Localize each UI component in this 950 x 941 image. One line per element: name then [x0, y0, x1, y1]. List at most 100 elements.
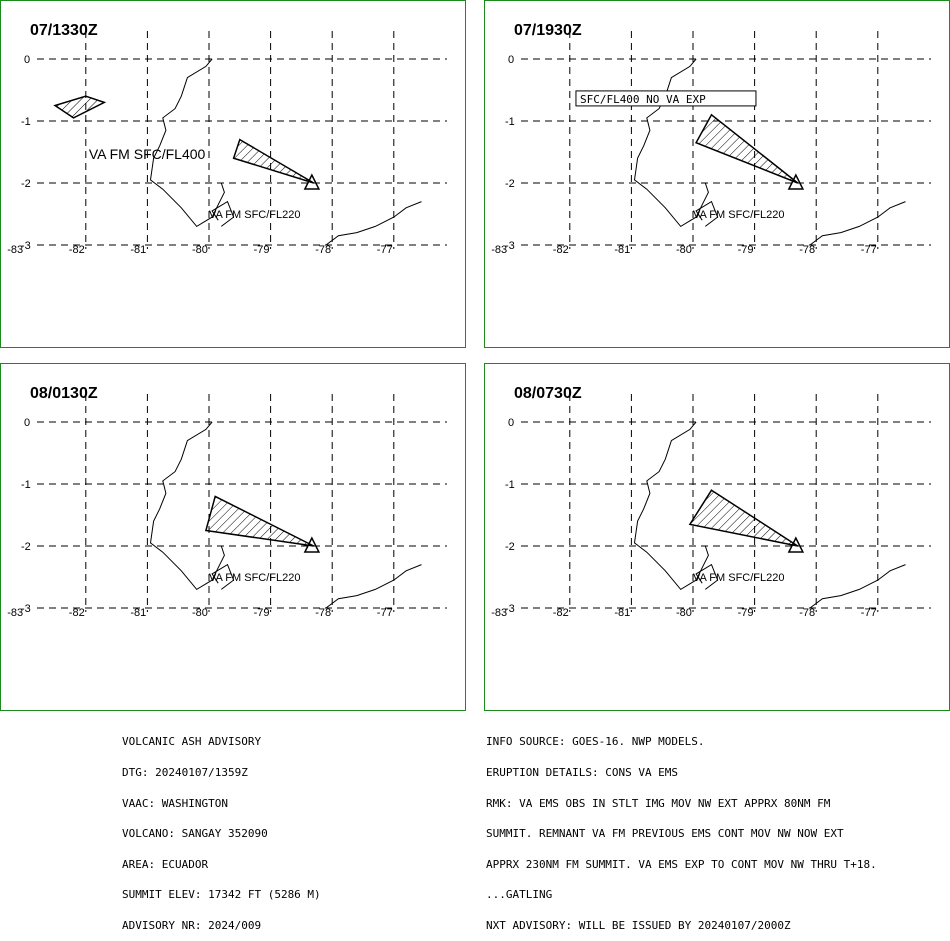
lat-tick-label: -2 [505, 178, 515, 190]
advisory-line: ADVISORY NR: 2024/009 [122, 918, 262, 932]
volcano-icon [303, 536, 321, 553]
lon-tick-label: -80 [676, 607, 692, 619]
advisory-line: SUMMIT ELEV: 17342 FT (5286 M) [122, 888, 321, 902]
lon-tick-label: -78 [315, 607, 331, 619]
lon-tick-label: -82 [69, 244, 85, 256]
coastline [325, 201, 422, 246]
advisory-line: AREA: ECUADOR [122, 857, 209, 871]
volcano-icon [787, 173, 805, 190]
advisory-line: VOLCANO: SANGAY 352090 [122, 827, 268, 841]
advisory-line: SUMMIT. REMNANT VA FM PREVIOUS EMS CONT … [486, 827, 844, 841]
coastline [325, 564, 422, 609]
lat-tick-label: -1 [21, 479, 31, 491]
lon-tick-label: -81 [130, 244, 146, 256]
ash-label: VA FM SFC/FL400 [89, 146, 206, 162]
coastline [149, 58, 225, 228]
map-panel-1: 07/1330Z 0 -1 -2 -3 -83 -82 -81 -80 -79 -78 -77 VA F… [0, 0, 466, 348]
lat-tick-label: -1 [505, 116, 515, 128]
lat-tick-label: -3 [505, 240, 515, 252]
ash-polygon [232, 138, 315, 184]
coastline [809, 564, 906, 609]
ash-polygon [53, 95, 107, 119]
lon-tick-label: -83 [491, 244, 507, 256]
lat-tick-label: -3 [505, 603, 515, 615]
lon-tick-label: -83 [491, 607, 507, 619]
advisory-line: APPRX 230NM FM SUMMIT. VA EMS EXP TO CON… [486, 857, 877, 871]
map-panel-4: 08/0730Z 0 -1 -2 -3 -83 -82 -81 -80 -79 -78 -77 VA F… [484, 363, 950, 711]
lon-tick-label: -81 [614, 244, 630, 256]
volcano-icon [303, 173, 321, 190]
boxed-label: SFC/FL400 NO VA EXP [580, 93, 706, 106]
advisory-line: DTG: 20240107/1359Z [122, 766, 248, 779]
lat-tick-label: -1 [505, 479, 515, 491]
ash-label: VA FM SFC/FL220 [209, 572, 301, 584]
coastline [211, 200, 235, 227]
panel-time: 07/1330Z [30, 22, 98, 39]
map-svg: 07/1330Z 0 -1 -2 -3-83 -82 -81 -80 -79 -78 -77 VA F… [7, 22, 447, 256]
ash-polygon [204, 495, 315, 547]
lon-tick-label: -82 [553, 244, 569, 256]
lon-tick-label: -79 [254, 244, 270, 256]
lon-tick-label: -79 [738, 607, 754, 619]
lon-tick-label: -77 [861, 607, 877, 619]
coastline [695, 200, 719, 227]
advisory-right-block: INFO SOURCE: GOES-16. NWP MODELS. ERUPTI… [486, 717, 877, 941]
lon-tick-label: -81 [130, 607, 146, 619]
coastline [809, 201, 906, 246]
label-box [575, 90, 757, 107]
ash-label: VA FM SFC/FL220 [693, 572, 785, 584]
map-panel-3: 08/0130Z 0 -1 -2 -3 -83 -82 -81 -80 -79 -78 -77 VA F… [0, 363, 466, 711]
lon-tick-label: -81 [614, 607, 630, 619]
lat-tick-label: 0 [24, 54, 30, 66]
coastline [633, 58, 709, 228]
lat-tick-label: -3 [21, 240, 31, 252]
lon-tick-label: -77 [377, 607, 393, 619]
map-svg: 08/0730Z 0 -1 -2 -3-83 -82 -81 -80 -79 -78 -77 VA F… [491, 385, 931, 619]
lon-tick-label: -78 [799, 244, 815, 256]
lon-tick-label: -82 [553, 607, 569, 619]
ash-label: VA FM SFC/FL220 [693, 209, 785, 221]
lat-tick-label: 0 [508, 54, 514, 66]
lon-tick-label: -83 [7, 244, 23, 256]
advisory-left-block: VOLCANIC ASH ADVISORY DTG: 20240107/1359… [122, 717, 321, 941]
map-svg: 08/0130Z 0 -1 -2 -3-83 -82 -81 -80 -79 -78 -77 VA F… [7, 385, 447, 619]
coastline [633, 421, 709, 591]
advisory-line: VOLCANIC ASH ADVISORY [122, 735, 262, 749]
lat-tick-label: -1 [21, 116, 31, 128]
lat-tick-label: -2 [21, 541, 31, 553]
lon-tick-label: -78 [315, 244, 331, 256]
coastline [695, 563, 719, 590]
lat-tick-label: -2 [21, 178, 31, 190]
advisory-line: INFO SOURCE: GOES-16. NWP MODELS. [486, 735, 705, 749]
lat-tick-label: 0 [24, 417, 30, 429]
lat-tick-label: -2 [505, 541, 515, 553]
lon-tick-label: -80 [676, 244, 692, 256]
coastline [149, 421, 225, 591]
lon-tick-label: -82 [69, 607, 85, 619]
lat-tick-label: -3 [21, 603, 31, 615]
lon-tick-label: -77 [861, 244, 877, 256]
map-svg: 07/1930Z 0 -1 -2 -3-83 -82 -81 -80 -79 -78 -77 VA F… [491, 22, 931, 256]
advisory-line: VAAC: WASHINGTON [122, 796, 228, 810]
map-panel-2: 07/1930Z 0 -1 -2 -3 -83 -82 -81 -80 -79 -78 -77 VA F… [484, 0, 950, 348]
panel-time: 07/1930Z [514, 22, 582, 39]
lon-tick-label: -83 [7, 607, 23, 619]
panel-time: 08/0730Z [514, 385, 582, 402]
ash-polygon [695, 113, 799, 184]
lon-tick-label: -79 [738, 244, 754, 256]
volcano-icon [787, 536, 805, 553]
advisory-line: ERUPTION DETAILS: CONS VA EMS [486, 766, 679, 779]
lat-tick-label: 0 [508, 417, 514, 429]
advisory-line: NXT ADVISORY: WILL BE ISSUED BY 20240107… [486, 918, 791, 932]
lon-tick-label: -78 [799, 607, 815, 619]
advisory-line: RMK: VA EMS OBS IN STLT IMG MOV NW EXT A… [486, 796, 831, 810]
lon-tick-label: -79 [254, 607, 270, 619]
panel-time: 08/0130Z [30, 385, 98, 402]
advisory-line: ...GATLING [486, 888, 553, 902]
ash-label: VA FM SFC/FL220 [209, 209, 301, 221]
ash-polygon [688, 489, 799, 547]
lon-tick-label: -77 [377, 244, 393, 256]
lon-tick-label: -80 [192, 244, 208, 256]
lon-tick-label: -80 [192, 607, 208, 619]
coastline [211, 563, 235, 590]
